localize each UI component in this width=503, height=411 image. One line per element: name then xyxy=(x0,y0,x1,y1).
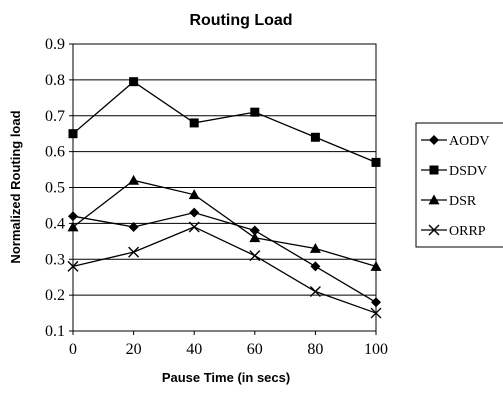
y-tick-labels: 0.1 0.2 0.3 0.4 0.5 0.6 0.7 0.8 0.9 xyxy=(45,36,73,340)
legend-item-dsdv: DSDV xyxy=(421,164,487,179)
legend-label-dsdv: DSDV xyxy=(449,164,487,179)
x-tick-label: 40 xyxy=(186,341,202,358)
legend-marker-orrp-stroke-b xyxy=(428,224,440,236)
legend-item-aodv: AODV xyxy=(421,134,489,149)
series-dsr xyxy=(67,174,382,271)
series-line-dsr xyxy=(72,179,377,268)
legend-marker-dsdv xyxy=(429,165,439,175)
data-point-dsdv-4 xyxy=(310,132,320,142)
series-aodv xyxy=(68,207,381,308)
data-point-dsdv-2 xyxy=(189,118,199,128)
legend-label-aodv: AODV xyxy=(449,134,489,149)
data-point-orrp-0-stroke-b xyxy=(67,260,79,272)
data-point-dsr-1 xyxy=(128,174,140,185)
data-point-orrp-1 xyxy=(128,246,140,258)
y-tick-label: 0.4 xyxy=(45,215,65,232)
legend-item-orrp: ORRP xyxy=(421,224,486,239)
data-point-dsdv-1 xyxy=(129,77,139,87)
data-point-orrp-5-stroke-b xyxy=(370,307,382,319)
data-point-orrp-2-stroke-b xyxy=(188,221,200,233)
data-point-orrp-4 xyxy=(309,286,321,298)
series-line-orrp xyxy=(72,226,377,314)
series-line-dsdv xyxy=(72,80,377,163)
y-tick-label: 0.2 xyxy=(45,287,65,304)
data-point-aodv-1 xyxy=(128,221,139,232)
y-tick-label: 0.3 xyxy=(45,251,65,268)
data-point-orrp-3-stroke-b xyxy=(249,250,261,262)
x-axis-label: Pause Time (in secs) xyxy=(162,370,290,385)
data-point-orrp-0 xyxy=(67,260,79,272)
legend-label-orrp: ORRP xyxy=(449,224,486,239)
data-point-orrp-3 xyxy=(249,250,261,262)
data-point-dsr-2 xyxy=(188,189,200,200)
x-tick-label: 80 xyxy=(307,341,323,358)
legend-marker-orrp xyxy=(428,224,440,236)
data-point-orrp-5 xyxy=(370,307,382,319)
grid-lines xyxy=(73,79,376,296)
legend-item-dsr: DSR xyxy=(421,194,477,209)
legend-marker-dsr xyxy=(428,194,440,205)
y-tick-label: 0.9 xyxy=(45,36,65,53)
data-point-aodv-0 xyxy=(68,211,78,222)
x-tick-label: 0 xyxy=(69,341,77,358)
data-point-dsr-4 xyxy=(309,242,321,253)
data-point-aodv-3 xyxy=(249,225,260,236)
chart-title: Routing Load xyxy=(189,12,292,29)
y-tick-label: 0.6 xyxy=(45,144,65,161)
data-point-dsdv-5 xyxy=(371,157,381,167)
data-point-aodv-2 xyxy=(189,207,200,218)
series-line-aodv xyxy=(72,211,377,303)
data-point-orrp-4-stroke-b xyxy=(309,286,321,298)
data-point-aodv-5 xyxy=(371,297,381,308)
data-point-aodv-4 xyxy=(310,261,321,272)
legend-marker-aodv xyxy=(429,135,439,145)
legend-label-dsr: DSR xyxy=(449,194,477,209)
series-orrp xyxy=(67,221,382,319)
y-tick-label: 0.7 xyxy=(45,108,65,125)
x-tick-label: 20 xyxy=(126,341,142,358)
data-point-dsr-0 xyxy=(67,221,79,232)
legend: AODV DSDV DSR ORRP xyxy=(415,122,503,248)
y-tick-label: 0.1 xyxy=(45,323,65,340)
data-point-dsr-3 xyxy=(249,232,261,243)
legend-items: AODV DSDV DSR ORRP xyxy=(421,134,489,239)
y-tick-label: 0.8 xyxy=(45,72,65,89)
data-point-dsdv-3 xyxy=(250,107,260,117)
x-tick-labels: 0 20 40 60 80 100 xyxy=(69,331,388,358)
data-point-dsr-5 xyxy=(370,260,382,271)
data-point-orrp-2 xyxy=(188,221,200,233)
data-point-orrp-1-stroke-b xyxy=(128,246,140,258)
y-tick-label: 0.5 xyxy=(45,180,65,197)
series-dsdv xyxy=(68,77,381,167)
series-layer xyxy=(67,77,382,319)
x-tick-label: 60 xyxy=(247,341,263,358)
y-axis-label: Normalized Routing load xyxy=(8,110,23,263)
data-point-dsdv-0 xyxy=(68,129,78,139)
x-tick-label: 100 xyxy=(364,341,388,358)
